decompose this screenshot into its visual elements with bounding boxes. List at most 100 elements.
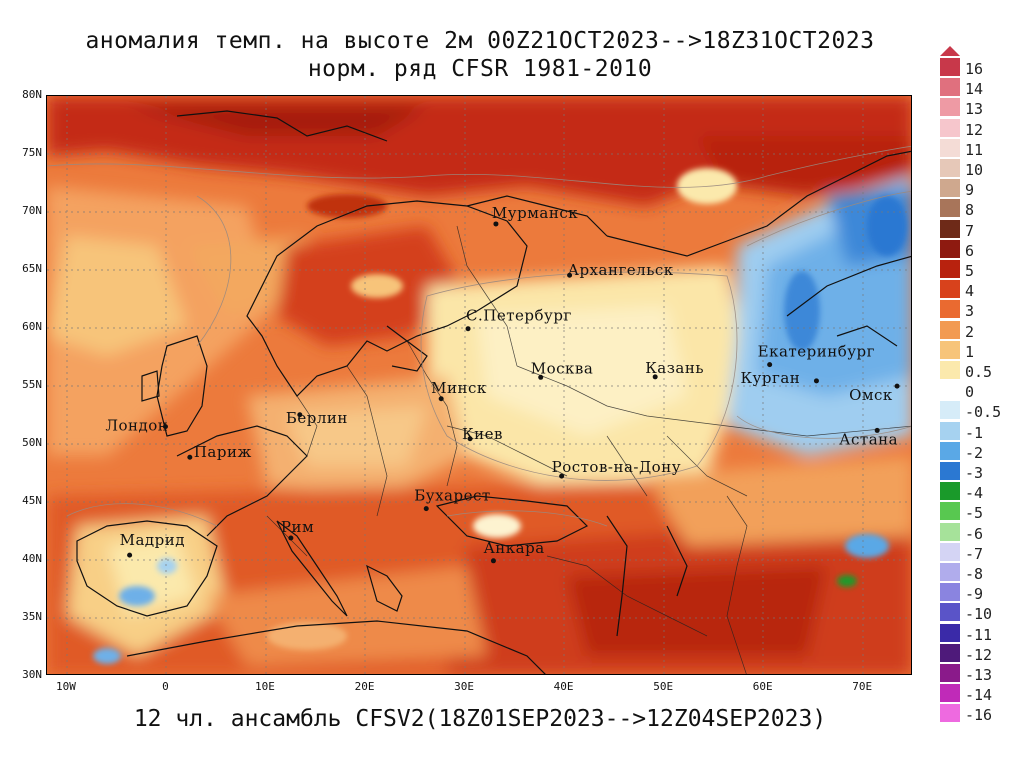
colorbar-label: -8	[965, 565, 984, 583]
latitude-label: 75N	[22, 146, 42, 159]
longitude-label: 50E	[653, 680, 674, 693]
colorbar-row: 3	[938, 298, 1024, 320]
colorbar-swatch	[940, 260, 960, 278]
colorbar-row: 7	[938, 218, 1024, 240]
colorbar-label: -2	[965, 443, 984, 462]
colorbar-swatch	[940, 58, 960, 76]
chart-title: аномалия темп. на высоте 2м 00Z21OCT2023…	[85, 28, 875, 54]
city-label: Астана	[839, 430, 898, 448]
city-label: Лондон	[105, 417, 168, 435]
city-label: Москва	[531, 359, 594, 377]
colorbar-row: 4	[938, 278, 1024, 301]
colorbar-label: -4	[965, 484, 984, 503]
colorbar-row: 11	[938, 137, 1024, 159]
colorbar-row: -11	[938, 622, 1024, 644]
longitude-label: 0	[162, 680, 169, 693]
city-dot	[894, 383, 900, 389]
colorbar-row: -4	[938, 480, 1024, 503]
longitude-label: 20E	[354, 680, 375, 693]
colorbar-label: -7	[965, 544, 984, 563]
longitude-label: 60E	[752, 680, 773, 693]
longitude-label: 10W	[55, 680, 76, 693]
chart-subtitle: норм. ряд CFSR 1981-2010	[307, 56, 653, 82]
colorbar-swatch	[940, 704, 960, 723]
colorbar-label: 12	[965, 120, 984, 139]
city-dot	[465, 326, 471, 332]
colorbar-row: -10	[938, 601, 1024, 624]
colorbar-row: -6	[938, 521, 1024, 543]
colorbar-label: -10	[965, 605, 993, 624]
latitude-label: 30N	[22, 668, 42, 681]
colorbar-swatch	[940, 138, 960, 157]
colorbar-row: -0.5	[938, 399, 1024, 421]
city-dot	[127, 552, 133, 558]
city-dot	[767, 362, 773, 368]
colorbar-swatch	[940, 78, 960, 97]
city-label: Мурманск	[492, 204, 578, 222]
latitude-label: 80N	[22, 88, 42, 101]
colorbar-swatch	[940, 462, 960, 480]
country-borders	[266, 225, 911, 674]
latitude-label: 55N	[22, 378, 42, 391]
city-dot	[567, 272, 573, 278]
city-dot	[559, 473, 565, 479]
latitude-label: 65N	[22, 262, 42, 275]
colorbar-row: -3	[938, 460, 1024, 482]
colorbar-swatch	[940, 280, 960, 299]
colorbar-row: -5	[938, 500, 1024, 522]
colorbar-swatch	[940, 340, 960, 359]
colorbar-label: 6	[965, 241, 975, 260]
colorbar-label: -6	[965, 524, 984, 543]
city-label: Казань	[645, 359, 704, 377]
city-label: Киев	[462, 425, 503, 443]
city-label: Париж	[194, 443, 252, 461]
city-dot	[652, 374, 658, 380]
city-dot	[438, 396, 444, 402]
city-label: С.Петербург	[466, 307, 572, 325]
colorbar-swatch	[940, 361, 960, 379]
longitude-label: 10E	[255, 680, 275, 693]
latitude-label: 70N	[22, 204, 42, 217]
colorbar-row: 5	[938, 258, 1024, 280]
colorbar-swatch	[940, 664, 960, 682]
colorbar-label: 4	[965, 282, 975, 301]
colorbar-row: 16	[938, 56, 1024, 78]
city-dot	[297, 412, 303, 418]
map-gridlines	[47, 96, 911, 674]
colorbar-label: -1	[965, 423, 984, 442]
latitude-label: 40N	[22, 552, 42, 565]
colorbar-row: 1	[938, 339, 1024, 361]
colorbar-row: 9	[938, 177, 1024, 199]
colorbar-row: 14	[938, 76, 1024, 98]
colorbar-row: -14	[938, 682, 1024, 704]
colorbar-label: -11	[965, 625, 993, 644]
city-dot	[467, 436, 473, 442]
colorbar-row: 0.5	[938, 359, 1024, 381]
colorbar-swatch	[940, 320, 960, 339]
colorbar-swatch	[940, 542, 960, 561]
colorbar-swatch	[940, 623, 960, 642]
colorbar-row: 12	[938, 117, 1024, 139]
colorbar-label: 16	[965, 60, 984, 78]
city-label: Бухарест	[414, 487, 490, 505]
colorbar-row: 2	[938, 319, 1024, 341]
colorbar-swatch	[940, 199, 960, 218]
colorbar-swatch	[940, 159, 960, 177]
colorbar-row: 13	[938, 96, 1024, 119]
colorbar-label: 13	[965, 100, 984, 119]
colorbar-row: -2	[938, 440, 1024, 462]
colorbar-swatch	[940, 219, 960, 238]
colorbar-label: -3	[965, 464, 984, 482]
colorbar-label: 0	[965, 383, 975, 402]
colorbar-row: -16	[938, 702, 1024, 724]
colorbar-swatch	[940, 401, 960, 420]
colorbar-label: 1	[965, 342, 975, 361]
colorbar-swatch	[940, 482, 960, 501]
colorbar-row: 10	[938, 157, 1024, 179]
colorbar-swatch	[940, 381, 960, 400]
latitude-label: 35N	[22, 610, 42, 623]
city-markers: Мурманск Архангельск С.Петербург Москва Каза…	[105, 204, 900, 564]
colorbar-label: 7	[965, 221, 975, 240]
colorbar-label: 8	[965, 201, 975, 220]
colorbar-row: 0	[938, 379, 1024, 402]
